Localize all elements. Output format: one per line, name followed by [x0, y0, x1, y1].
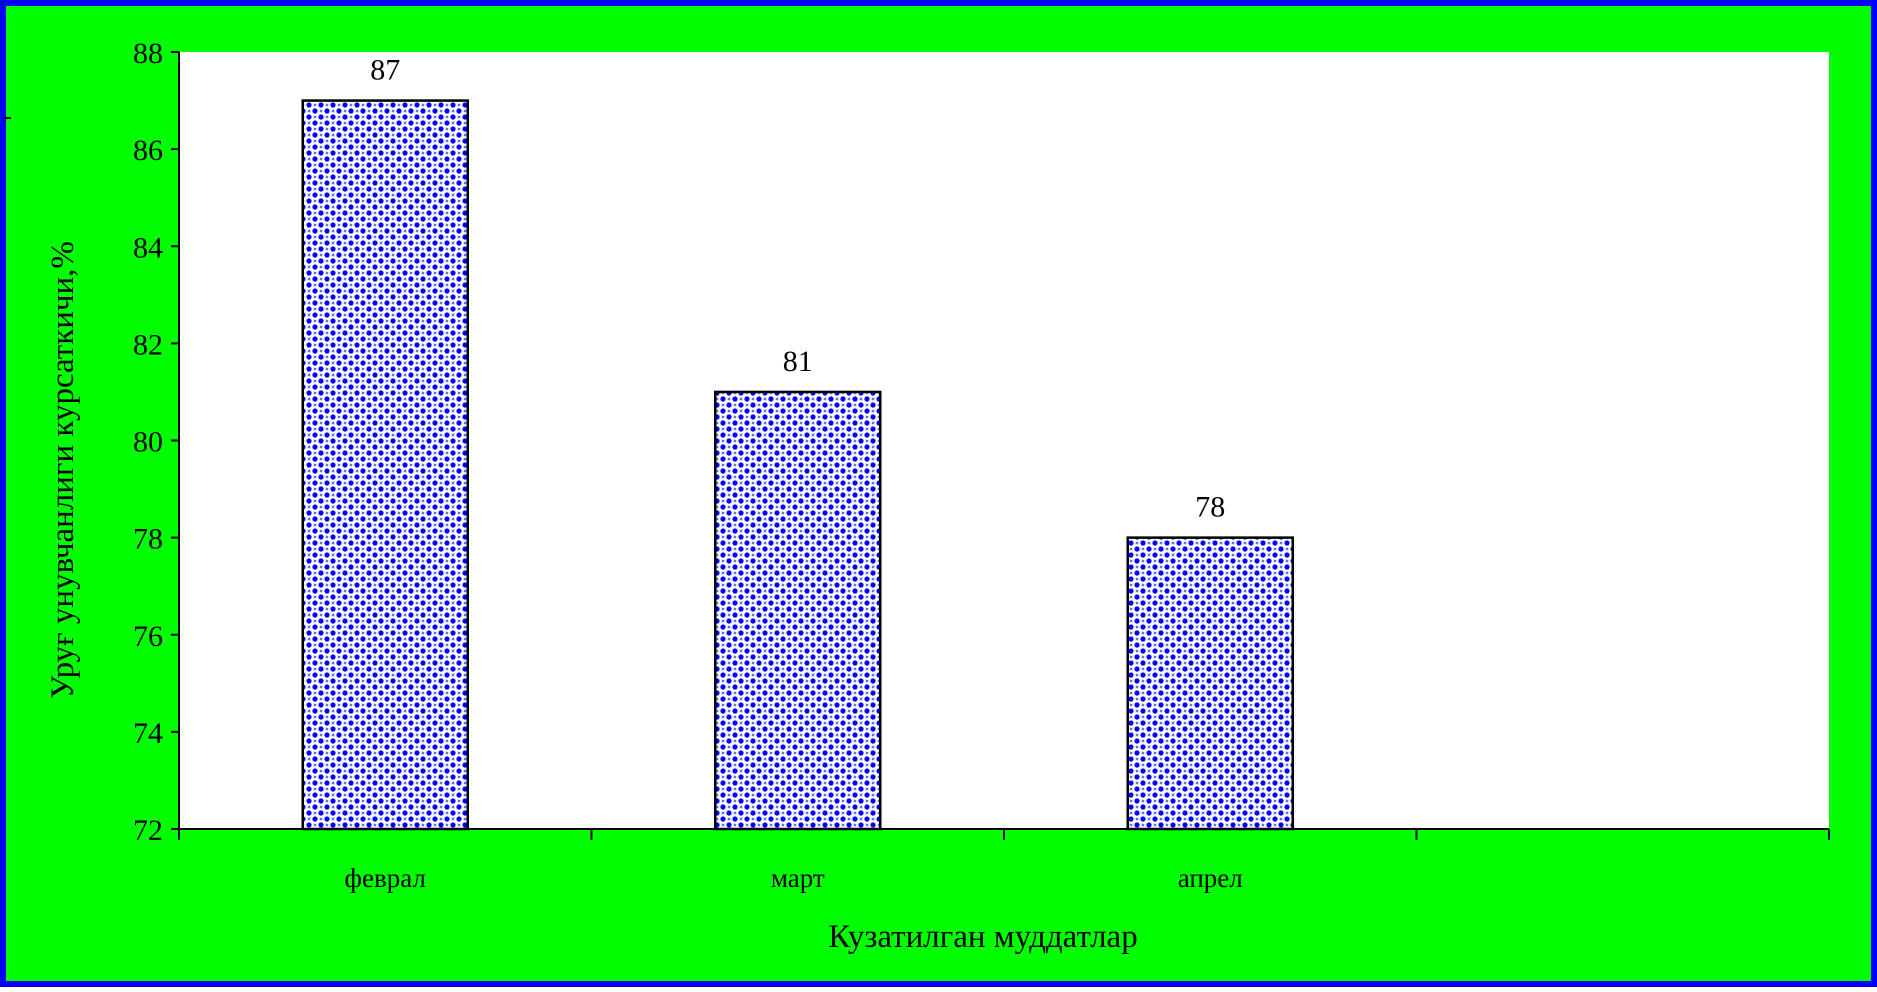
- bar-март: [714, 390, 882, 831]
- bar-апрел: [1126, 536, 1294, 831]
- y-axis-ticks: 72 74 76 78 80 82 84 86 88: [133, 37, 179, 847]
- y-tick-label: 76: [133, 620, 163, 653]
- x-axis-ticks: феврал март апрел: [178, 829, 1830, 893]
- y-axis-title: Уруғ унувчанлиги курсаткичи,%: [45, 241, 81, 699]
- y-tick-label: 88: [133, 37, 163, 70]
- y-tick-label: 86: [133, 134, 163, 167]
- bar-data-label: 81: [783, 345, 813, 378]
- y-tick-label: 82: [133, 328, 163, 361]
- bar-data-label: 87: [370, 54, 400, 87]
- bar-data-label: 78: [1195, 491, 1225, 524]
- x-tick-label: апрел: [1178, 863, 1243, 893]
- bar-феврал: [301, 99, 469, 831]
- y-tick-label: 78: [133, 523, 163, 556]
- y-tick-label: 74: [133, 717, 163, 750]
- x-tick-label: феврал: [345, 863, 426, 893]
- y-tick-label: 72: [133, 814, 163, 847]
- y-tick-label: 80: [133, 426, 163, 459]
- x-axis-title: Кузатилган муддатлар: [828, 919, 1137, 955]
- data-labels-layer: 87 81 78: [370, 54, 1225, 524]
- x-tick-label: март: [771, 863, 825, 893]
- y-tick-label: 84: [133, 231, 163, 264]
